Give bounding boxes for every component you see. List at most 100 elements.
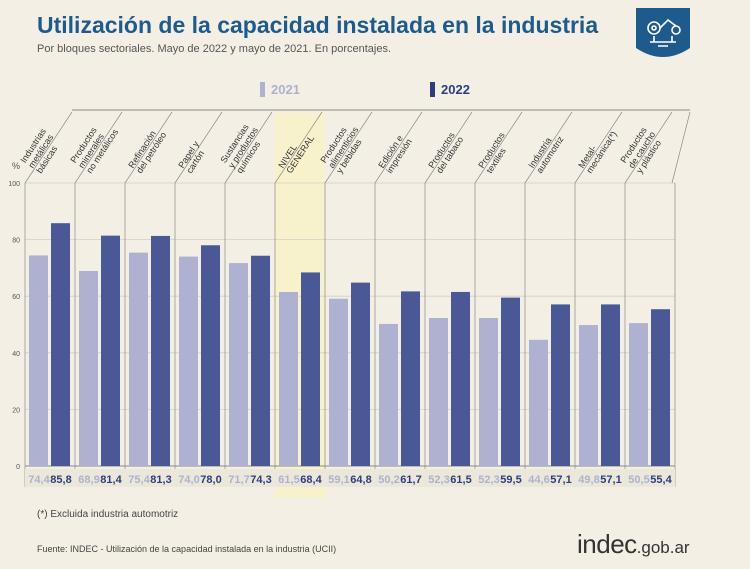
- y-tick-label: 80: [12, 238, 20, 245]
- header-slant-line: [374, 111, 423, 184]
- data-label-2022: 64,8: [350, 474, 371, 486]
- header-slant-line: [524, 111, 573, 184]
- category-label: Industriasmetálicasbásicas: [18, 126, 64, 175]
- category-label: Productosalimenticiosy bebidas: [318, 119, 368, 175]
- bar-2021: [579, 325, 598, 466]
- data-label-2022: 61,7: [400, 474, 421, 486]
- data-label-2021: 68,9: [78, 474, 99, 486]
- bar-2021: [79, 271, 98, 466]
- bar-2021: [379, 323, 398, 466]
- category-label: Papel ycartón: [176, 139, 209, 175]
- category-label: Sustanciasy productosquímicos: [218, 120, 268, 175]
- bar-2022: [151, 235, 170, 466]
- data-label-2021: 49,8: [578, 474, 599, 486]
- y-tick-label: 20: [12, 407, 20, 414]
- data-label-2021: 50,2: [378, 474, 399, 486]
- y-axis-label: %: [12, 161, 20, 171]
- header-slant-line: [24, 111, 73, 184]
- legend-swatch-2022: [430, 82, 435, 97]
- bar-2021: [29, 255, 48, 466]
- category-label: Productostextiles: [476, 130, 515, 175]
- footnote: (*) Excluida industria automotriz: [37, 509, 179, 520]
- category-label: Refinacióndel petróleo: [126, 125, 168, 175]
- category-label: Edición eimpresión: [376, 132, 414, 175]
- data-label-2021: 52,3: [428, 474, 449, 486]
- bar-2022: [501, 297, 520, 466]
- data-label-2022: 81,3: [150, 474, 171, 486]
- category-label: Productosdel tabaco: [426, 130, 465, 175]
- bar-2022: [301, 272, 320, 466]
- data-label-2021: 44,6: [528, 474, 549, 486]
- data-label-2021: 61,5: [278, 474, 299, 486]
- brand-logo: indec.gob.ar: [577, 529, 690, 560]
- legend-2021: 2021: [260, 82, 300, 97]
- brand-domain: .gob.ar: [636, 538, 690, 557]
- data-label-2021: 59,1: [328, 474, 349, 486]
- y-tick-label: 0: [16, 464, 20, 471]
- header-slant-line: [324, 111, 373, 184]
- header-slant-line: [671, 111, 691, 184]
- header-slant-line: [574, 111, 623, 184]
- data-label-2022: 78,0: [200, 474, 221, 486]
- bar-2022: [251, 255, 270, 466]
- header-slant-line: [424, 111, 473, 184]
- data-label-2021: 50,5: [628, 474, 649, 486]
- data-label-2021: 74,0: [178, 474, 199, 486]
- data-label-2022: 74,3: [250, 474, 271, 486]
- category-label: Productosmineralesno metálicos: [68, 117, 120, 176]
- bar-2021: [329, 298, 348, 466]
- source-note: Fuente: INDEC - Utilización de la capaci…: [37, 544, 337, 554]
- value-label-strip: [25, 469, 675, 487]
- legend-label-2021: 2021: [271, 82, 300, 97]
- header-slant-line: [624, 111, 673, 184]
- bar-2021: [179, 256, 198, 466]
- bar-2021: [629, 323, 648, 466]
- y-tick-label: 40: [12, 351, 20, 358]
- data-label-2022: 85,8: [50, 474, 71, 486]
- bar-2022: [601, 304, 620, 466]
- bar-2021: [129, 252, 148, 466]
- header-slant-line: [174, 111, 223, 184]
- bar-2022: [201, 245, 220, 466]
- category-label: Metal-mecánica(*): [576, 124, 619, 175]
- bar-2022: [101, 235, 120, 466]
- brand-main: indec: [577, 529, 637, 559]
- data-label-2021: 71,7: [228, 474, 249, 486]
- legend-swatch-2021: [260, 82, 265, 97]
- header-slant-line: [74, 111, 123, 184]
- data-label-2022: 61,5: [450, 474, 471, 486]
- header-slant-line: [274, 111, 323, 184]
- data-label-2021: 75,4: [128, 474, 150, 486]
- data-label-2021: 74,4: [28, 474, 50, 486]
- data-label-2022: 68,4: [300, 474, 322, 486]
- bar-2022: [401, 291, 420, 466]
- bar-2021: [229, 263, 248, 466]
- bar-2021: [429, 317, 448, 466]
- data-label-2022: 81,4: [100, 474, 122, 486]
- bar-2021: [479, 317, 498, 466]
- bar-2022: [551, 304, 570, 466]
- header-slant-line: [124, 111, 173, 184]
- header-slant-line: [224, 111, 273, 184]
- legend-2022: 2022: [430, 82, 470, 97]
- data-label-2022: 57,1: [550, 474, 571, 486]
- data-label-2022: 55,4: [650, 474, 672, 486]
- category-label: Productosde cauchoy plástico: [618, 124, 665, 175]
- bar-2022: [51, 223, 70, 466]
- data-label-2021: 52,3: [478, 474, 499, 486]
- page-title: Utilización de la capacidad instalada en…: [37, 12, 599, 38]
- page-subtitle: Por bloques sectoriales. Mayo de 2022 y …: [37, 43, 392, 55]
- bar-2021: [529, 339, 548, 466]
- header-slant-line: [474, 111, 523, 184]
- bar-2022: [351, 282, 370, 466]
- bar-2022: [651, 309, 670, 466]
- y-tick-label: 60: [12, 294, 20, 301]
- category-label: Industriaautomotriz: [526, 129, 566, 175]
- indec-logo-icon: [636, 8, 690, 57]
- y-tick-label: 100: [8, 181, 20, 188]
- legend-label-2022: 2022: [441, 82, 470, 97]
- bar-2021: [279, 291, 298, 466]
- data-label-2022: 57,1: [600, 474, 621, 486]
- data-label-2022: 59,5: [500, 474, 521, 486]
